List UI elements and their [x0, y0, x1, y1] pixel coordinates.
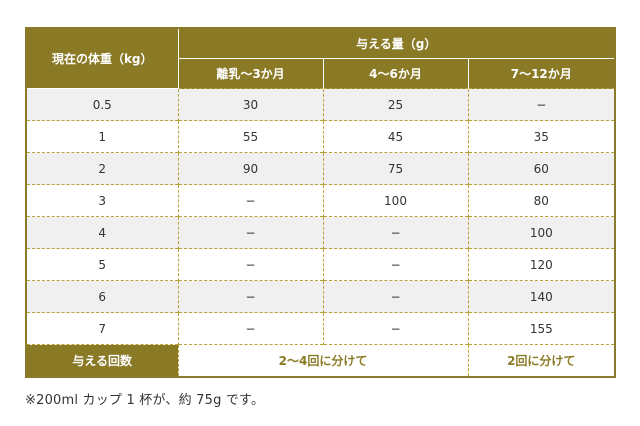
amount-cell: − [177, 216, 323, 249]
amount-cell: − [322, 216, 468, 249]
amount-cell: 155 [467, 312, 616, 345]
amount-cell: − [322, 312, 468, 345]
feeding-amount-table: 現在の体重（kg） 与える量（g） 離乳〜3か月 4〜6か月 7〜12か月 0.… [25, 27, 617, 378]
age-header-7-12m: 7〜12か月 [468, 58, 616, 89]
cup-measure-note: ※200ml カップ 1 杯が、約 75g です。 [25, 393, 265, 408]
amount-group-header: 与える量（g） [178, 28, 616, 59]
amount-cell: 30 [177, 88, 323, 121]
amount-cell: − [177, 248, 323, 281]
weight-cell: 5 [26, 248, 178, 281]
table-row: 0.5 30 25 − [26, 88, 616, 121]
table-row: 1 55 45 35 [26, 120, 616, 153]
table-row: 4 − − 100 [26, 216, 616, 249]
weight-cell: 1 [26, 120, 178, 153]
amount-cell: − [467, 88, 616, 121]
weight-cell: 3 [26, 184, 178, 217]
amount-cell: 100 [467, 216, 616, 249]
amount-cell: − [322, 280, 468, 313]
amount-cell: − [177, 312, 323, 345]
amount-cell: 140 [467, 280, 616, 313]
table-row: 7 − − 155 [26, 312, 616, 345]
weight-column-header: 現在の体重（kg） [26, 28, 179, 89]
table-row: 5 − − 120 [26, 248, 616, 281]
amount-cell: 120 [467, 248, 616, 281]
frequency-value-young: 2〜4回に分けて [177, 344, 468, 377]
amount-cell: − [322, 248, 468, 281]
frequency-label: 与える回数 [26, 344, 178, 377]
amount-cell: 75 [322, 152, 468, 185]
weight-cell: 4 [26, 216, 178, 249]
table-row: 3 − 100 80 [26, 184, 616, 217]
amount-cell: 60 [467, 152, 616, 185]
age-header-4-6m: 4〜6か月 [323, 58, 469, 89]
amount-cell: 90 [177, 152, 323, 185]
amount-cell: − [177, 280, 323, 313]
weight-cell: 0.5 [26, 88, 178, 121]
amount-cell: − [177, 184, 323, 217]
feeding-table-container: 現在の体重（kg） 与える量（g） 離乳〜3か月 4〜6か月 7〜12か月 0.… [25, 27, 617, 408]
table-row: 2 90 75 60 [26, 152, 616, 185]
amount-cell: 55 [177, 120, 323, 153]
amount-cell: 25 [322, 88, 468, 121]
amount-cell: 45 [322, 120, 468, 153]
age-header-weaning-3m: 離乳〜3か月 [178, 58, 324, 89]
feeding-frequency-row: 与える回数 2〜4回に分けて 2回に分けて [26, 344, 616, 377]
weight-cell: 7 [26, 312, 178, 345]
table-row: 6 − − 140 [26, 280, 616, 313]
weight-cell: 2 [26, 152, 178, 185]
amount-cell: 80 [467, 184, 616, 217]
weight-cell: 6 [26, 280, 178, 313]
amount-cell: 35 [467, 120, 616, 153]
amount-cell: 100 [322, 184, 468, 217]
frequency-value-old: 2回に分けて [467, 344, 616, 377]
